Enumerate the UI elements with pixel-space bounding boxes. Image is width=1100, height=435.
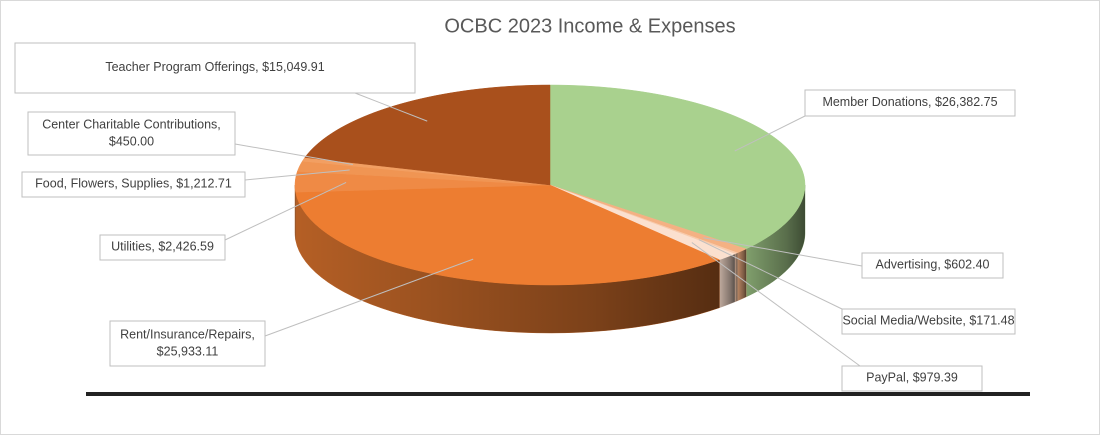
data-label: PayPal, $979.39 [866,371,958,385]
label-value: $171.48 [969,314,1014,328]
pie-slice [294,171,551,193]
label-box [14,42,416,94]
label-separator: , [255,60,262,74]
label-name: Member Donations [822,95,928,109]
wall-shade [295,185,296,241]
label-value: $26,382.75 [935,95,998,109]
label-name: Center Charitable Contributions [42,118,217,132]
wall-shade [746,185,805,297]
label-value: $602.40 [944,258,989,272]
leader-line [224,181,347,241]
leader-line [703,237,863,267]
data-label: Utilities, $2,426.59 [111,240,214,254]
label-separator: , [169,177,176,191]
label-box [21,171,246,198]
chart-title: OCBC 2023 Income & Expenses [444,15,735,37]
plot-shadow [86,392,1030,396]
label-separator: , [906,371,913,385]
label-name: Teacher Program Offerings [105,60,255,74]
label-value: $2,426.59 [158,240,214,254]
wall-shade [737,248,747,301]
label-separator: , [251,328,254,342]
data-labels: Member Donations, $26,382.75 Advertising,… [14,42,1016,392]
data-label: Rent/Insurance/Repairs, $25,933.11 [120,328,255,359]
leader-line [354,92,428,122]
label-value: $450.00 [109,135,154,149]
label-value: $1,212.71 [176,177,232,191]
leader-line [734,115,806,152]
pie-tops [294,84,806,286]
label-name: Social Media/Website [842,314,962,328]
leader-line [691,242,861,367]
label-separator: , [217,118,220,132]
data-label: Member Donations, $26,382.75 [822,95,997,109]
label-name: PayPal [866,371,906,385]
label-value: $15,049.91 [262,60,325,74]
data-label: Advertising, $602.40 [876,258,990,272]
leader-line [264,258,474,337]
label-name: Rent/Insurance/Repairs [120,328,251,342]
label-box [27,111,236,156]
label-separator: , [928,95,935,109]
label-box [109,320,266,367]
label-separator: , [962,314,969,328]
label-value: $979.39 [913,371,958,385]
pie-walls [294,184,806,334]
pie-slice [549,84,806,250]
label-box [841,365,983,392]
wall-shade [734,252,738,302]
label-separator: , [151,240,158,254]
leader-line [234,143,353,165]
label-value: $25,933.11 [157,345,219,359]
label-box [99,234,226,261]
label-box [804,89,1016,117]
data-label: Food, Flowers, Supplies, $1,212.71 [35,177,232,191]
data-label: Social Media/Website, $171.48 [842,314,1014,328]
pie-slice [304,84,551,186]
leader-line [244,169,350,181]
leader-line [698,239,843,310]
data-label: Center Charitable Contributions, $450.00 [42,118,221,149]
wall-shade [295,192,720,333]
label-box [841,308,1016,335]
label-separator: , [937,258,944,272]
label-box [861,252,1004,279]
wall-shade [719,253,735,308]
pie-slice [295,184,721,286]
data-label: Teacher Program Offerings, $15,049.91 [105,60,324,74]
label-name: Advertising [876,258,938,272]
label-name: Food, Flowers, Supplies [35,177,169,191]
label-name: Utilities [111,240,151,254]
